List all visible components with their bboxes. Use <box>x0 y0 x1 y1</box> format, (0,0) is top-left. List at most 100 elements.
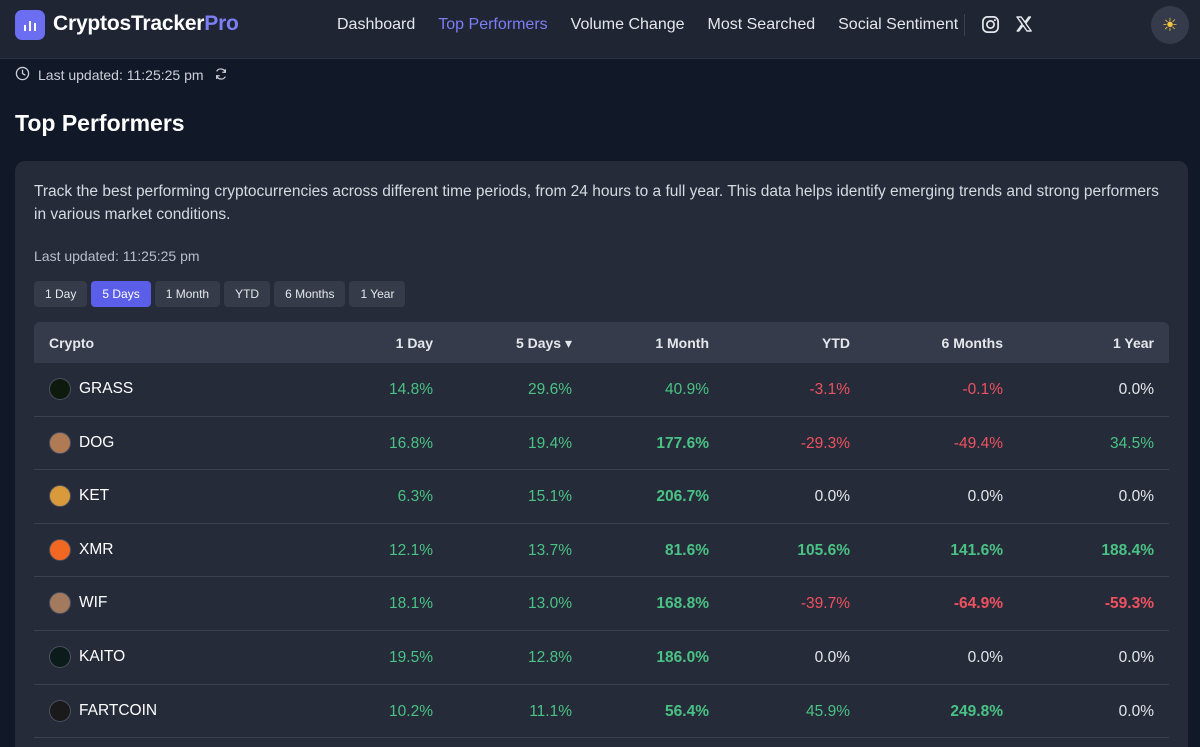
value-cell: 81.6% <box>665 541 709 559</box>
value-cell: 105.6% <box>797 541 850 559</box>
header-1-year[interactable]: 1 Year <box>1112 335 1154 351</box>
tab-6-months[interactable]: 6 Months <box>274 281 346 307</box>
value-cell: 11.1% <box>529 702 572 720</box>
coin-name: GRASS <box>79 380 134 397</box>
coin-name: XMR <box>79 540 114 558</box>
brand-name[interactable]: CryptosTrackerPro <box>53 12 239 36</box>
tab-ytd[interactable]: YTD <box>224 281 271 307</box>
tab-1-day[interactable]: 1 Day <box>34 281 88 307</box>
table-header: Crypto 1 Day 5 Days ▾ 1 Month YTD 6 Mont… <box>34 322 1169 363</box>
nav-social-sentiment[interactable]: Social Sentiment <box>838 16 959 33</box>
value-cell: 0.0% <box>967 648 1003 666</box>
coin-cell: KET <box>49 485 109 508</box>
value-cell: -64.9% <box>953 595 1003 613</box>
value-cell: 206.7% <box>656 488 709 506</box>
value-cell: 0.0% <box>1118 381 1154 398</box>
brand-accent: Pro <box>204 12 239 35</box>
value-cell: 16.8% <box>389 434 433 452</box>
value-cell: 45.9% <box>806 702 850 720</box>
value-cell: 0.0% <box>1118 488 1154 506</box>
coin-name: DOG <box>79 433 115 451</box>
nav-top-performers[interactable]: Top Performers <box>438 16 548 33</box>
value-cell: 19.5% <box>389 648 433 666</box>
value-cell: 18.1% <box>389 595 433 613</box>
coin-cell: FARTCOIN <box>49 699 158 722</box>
header-ytd[interactable]: YTD <box>822 335 850 351</box>
refresh-icon[interactable] <box>214 67 228 84</box>
value-cell: -59.3% <box>1104 595 1154 613</box>
value-cell: 0.0% <box>814 648 850 666</box>
value-cell: 186.0% <box>656 648 709 666</box>
tab-5-days[interactable]: 5 Days <box>91 281 151 307</box>
nav-volume-change[interactable]: Volume Change <box>570 16 685 33</box>
coin-logo-icon <box>49 538 71 561</box>
value-cell: 168.8% <box>656 595 709 613</box>
nav-divider <box>964 14 965 36</box>
value-cell: -3.1% <box>809 381 851 398</box>
page-description: Track the best performing cryptocurrenci… <box>34 183 1159 223</box>
table-body: GRASS 14.8% 29.6% 40.9% -3.1% -0.1% 0.0% DOG 16.… <box>34 363 1169 739</box>
header-crypto[interactable]: Crypto <box>49 335 95 351</box>
value-cell: -49.4% <box>953 434 1003 452</box>
value-cell: 249.8% <box>950 702 1003 720</box>
header-6-months[interactable]: 6 Months <box>941 335 1003 351</box>
coin-cell: KAITO <box>49 645 126 668</box>
value-cell: 29.6% <box>528 381 572 398</box>
value-cell: -39.7% <box>800 595 850 613</box>
value-cell: 141.6% <box>950 541 1003 559</box>
table-row[interactable]: KAITO 19.5% 12.8% 186.0% 0.0% 0.0% 0.0% <box>34 631 1169 685</box>
header-5-days[interactable]: 5 Days ▾ <box>515 335 572 351</box>
tab-1-month[interactable]: 1 Month <box>154 281 221 307</box>
value-cell: -0.1% <box>962 381 1004 398</box>
clock-icon <box>15 66 30 84</box>
value-cell: 10.2% <box>389 702 433 720</box>
value-cell: 0.0% <box>814 488 850 506</box>
header-1-month[interactable]: 1 Month <box>655 335 709 351</box>
coin-name: FARTCOIN <box>79 701 158 719</box>
value-cell: 14.8% <box>389 381 433 398</box>
period-tabs: 1 Day 5 Days 1 Month YTD 6 Months 1 Year <box>34 281 409 307</box>
table-row[interactable]: XMR 12.1% 13.7% 81.6% 105.6% 141.6% 188.4% <box>34 524 1169 578</box>
value-cell: 188.4% <box>1101 541 1154 559</box>
coin-cell: DOG <box>49 431 115 454</box>
theme-toggle-sun-icon[interactable]: ☀ <box>1151 6 1189 44</box>
instagram-icon[interactable] <box>981 15 1000 39</box>
table-row[interactable]: FARTCOIN 10.2% 11.1% 56.4% 45.9% 249.8% 0.0% <box>34 685 1169 739</box>
tab-1-year[interactable]: 1 Year <box>349 281 406 307</box>
last-updated-text: Last updated: 11:25:25 pm <box>38 67 204 83</box>
table-row[interactable]: GRASS 14.8% 29.6% 40.9% -3.1% -0.1% 0.0% <box>34 363 1169 417</box>
performers-card: Track the best performing cryptocurrenci… <box>15 161 1188 747</box>
value-cell: 34.5% <box>1110 434 1154 452</box>
performers-table: Crypto 1 Day 5 Days ▾ 1 Month YTD 6 Mont… <box>34 322 1169 739</box>
x-twitter-icon[interactable] <box>1015 15 1033 38</box>
value-cell: 177.6% <box>656 434 709 452</box>
brand-main: CryptosTracker <box>53 12 205 35</box>
table-row[interactable]: DOG 16.8% 19.4% 177.6% -29.3% -49.4% 34.5% <box>34 417 1169 471</box>
value-cell: 12.8% <box>528 648 572 666</box>
coin-cell: WIF <box>49 592 108 615</box>
value-cell: 40.9% <box>665 381 709 398</box>
value-cell: 0.0% <box>1118 648 1154 666</box>
value-cell: 15.1% <box>528 488 572 506</box>
value-cell: 12.1% <box>389 541 433 559</box>
coin-name: KAITO <box>79 647 126 665</box>
coin-logo-icon <box>49 378 71 400</box>
coin-cell: XMR <box>49 538 114 561</box>
nav-most-searched[interactable]: Most Searched <box>707 16 816 33</box>
last-updated-bar: Last updated: 11:25:25 pm <box>15 66 228 84</box>
value-cell: 13.7% <box>528 541 572 559</box>
value-cell: 0.0% <box>1118 702 1154 720</box>
value-cell: 19.4% <box>528 434 572 452</box>
coin-cell: GRASS <box>49 378 133 400</box>
value-cell: 6.3% <box>397 488 433 506</box>
nav-dashboard[interactable]: Dashboard <box>337 16 416 33</box>
table-row[interactable]: KET 6.3% 15.1% 206.7% 0.0% 0.0% 0.0% <box>34 470 1169 524</box>
page-title: Top Performers <box>15 110 185 136</box>
coin-logo-icon <box>49 431 71 454</box>
value-cell: 0.0% <box>967 488 1003 506</box>
coin-name: WIF <box>79 594 108 612</box>
coin-logo-icon <box>49 592 71 615</box>
header-1-day[interactable]: 1 Day <box>395 335 433 351</box>
table-row[interactable]: WIF 18.1% 13.0% 168.8% -39.7% -64.9% -59.3% <box>34 577 1169 631</box>
logo-chart-icon[interactable] <box>15 10 45 40</box>
